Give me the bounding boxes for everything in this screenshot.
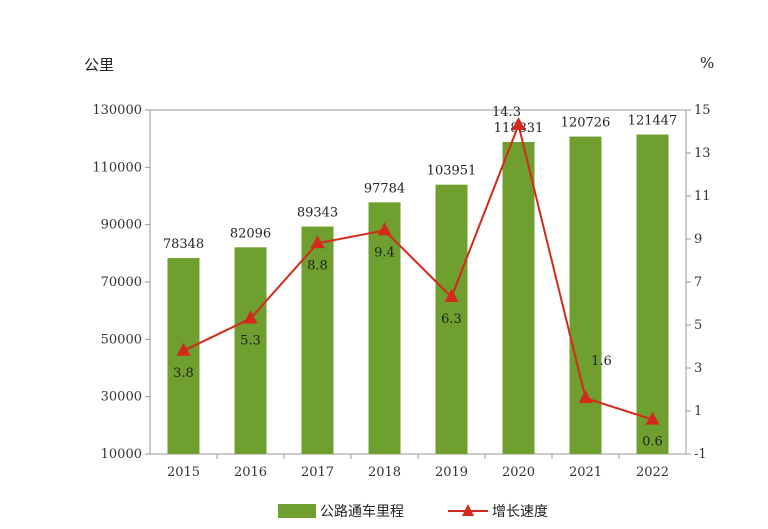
x-axis-tick-label: 2017 [301, 465, 334, 480]
legend-bar-label: 公路通车里程 [320, 503, 404, 520]
right-axis-tick-label: 7 [694, 275, 702, 290]
bar [569, 136, 602, 455]
right-axis-tick-label: 1 [694, 404, 702, 419]
bar-value-label: 103951 [427, 164, 477, 179]
right-axis-tick-label: 9 [694, 232, 702, 247]
x-axis-tick-label: 2016 [234, 465, 267, 480]
bar-value-label: 97784 [364, 181, 405, 196]
growth-value-label: 5.3 [240, 334, 261, 349]
right-axis-tick-label: 5 [694, 318, 702, 333]
x-axis-tick-label: 2021 [569, 465, 602, 480]
legend-line-marker [462, 504, 474, 516]
growth-value-label: 14.3 [492, 105, 521, 120]
growth-marker [377, 222, 392, 236]
growth-value-label: 8.8 [307, 258, 328, 273]
growth-marker [243, 310, 258, 324]
growth-marker [176, 342, 191, 356]
right-axis-tick-label: 3 [694, 361, 702, 376]
left-axis-tick-label: 110000 [92, 160, 142, 175]
bar-value-label: 89343 [297, 206, 338, 221]
x-axis-tick-label: 2018 [368, 465, 401, 480]
left-axis-tick-label: 70000 [101, 275, 142, 290]
bar [368, 202, 401, 454]
right-axis-tick-label: 13 [694, 146, 711, 161]
growth-line [183, 121, 653, 421]
growth-value-label: 6.3 [441, 312, 462, 327]
right-axis-tick-label: -1 [694, 447, 707, 462]
plot-area: 10000 30000 50000 70000 90000 110000 130000 -1 1… [92, 103, 710, 480]
left-axis-tick-label: 130000 [92, 103, 142, 118]
left-axis-tick-label: 90000 [101, 218, 142, 233]
x-axis-tick-label: 2019 [435, 465, 468, 480]
bar-value-label: 78348 [163, 237, 204, 252]
bar [435, 184, 468, 454]
bar [234, 247, 267, 454]
plot-frame [149, 109, 687, 455]
left-axis-tick-label: 10000 [101, 447, 142, 462]
right-axis-tick-label: 15 [694, 103, 711, 118]
legend-bar-swatch [278, 504, 316, 518]
left-axis-tick-label: 50000 [101, 332, 142, 347]
bar [167, 258, 200, 454]
growth-value-label: 1.6 [591, 354, 612, 369]
bar-value-label: 82096 [230, 226, 271, 241]
bar-value-label: 121447 [628, 114, 678, 129]
legend-line-label: 增长速度 [492, 504, 548, 520]
bar [301, 226, 334, 454]
growth-marker [310, 235, 325, 249]
growth-marker [444, 289, 459, 303]
right-axis-tick-label: 11 [694, 189, 711, 204]
x-axis-tick-label: 2020 [502, 465, 535, 480]
growth-value-label: 3.8 [173, 366, 194, 381]
x-axis-tick-label: 2015 [167, 465, 200, 480]
right-axis-unit: % [700, 54, 714, 72]
bar-value-label: 120726 [561, 116, 611, 131]
left-axis-tick-label: 30000 [101, 390, 142, 405]
x-axis-tick-label: 2022 [636, 465, 669, 480]
legend: 公路通车里程 增长速度 [278, 503, 548, 520]
growth-marker [645, 411, 660, 425]
growth-marker [511, 117, 526, 131]
bar [636, 134, 669, 454]
growth-marker [578, 390, 593, 404]
left-axis-unit: 公里 [84, 56, 114, 74]
growth-value-label: 9.4 [374, 245, 395, 260]
bar [502, 142, 535, 454]
growth-value-label: 0.6 [642, 435, 663, 450]
